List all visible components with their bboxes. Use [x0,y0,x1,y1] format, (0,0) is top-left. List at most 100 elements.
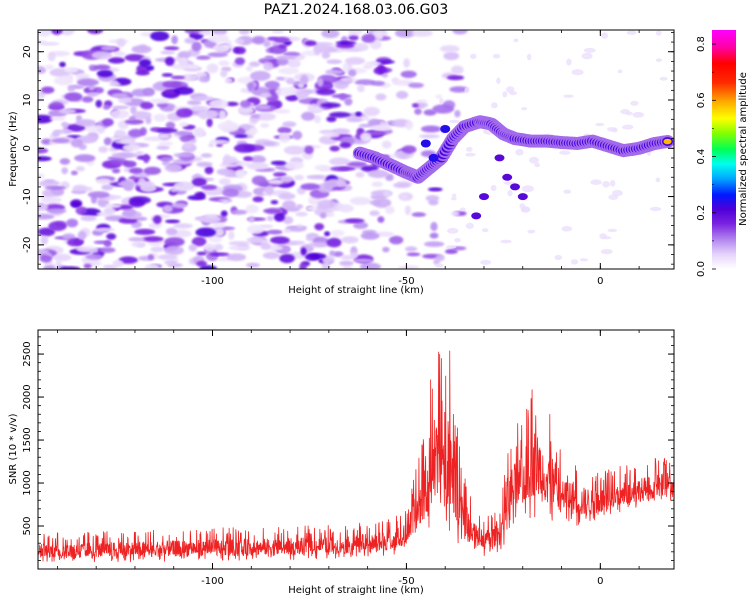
noise-blob [173,229,192,238]
noise-blob [353,258,374,263]
noise-blob [219,163,239,168]
noise-blob [260,123,270,128]
noise-blob [435,94,443,99]
noise-blob [314,223,325,231]
noise-blob [344,218,365,223]
noise-blob [300,74,309,85]
noise-blob [345,116,363,123]
noise-blob [263,141,276,146]
noise-blob [225,101,239,107]
noise-blob [339,93,347,101]
noise-blob [252,196,264,203]
noise-blob [445,249,458,254]
noise-blob [113,51,126,56]
y-tick-label: 500 [22,516,33,535]
noise-blob [405,246,418,252]
spectrogram-y-ticks: -20 -10 0 10 20 [22,32,674,265]
noise-blob [206,118,213,128]
noise-blob [449,119,461,124]
noise-blob [103,240,112,248]
noise-blob [156,145,170,151]
noise-blob [170,63,193,70]
signal-branch [494,154,505,162]
noise-blob [304,145,314,155]
noise-blob [124,54,145,62]
noise-blob [385,206,395,215]
noise-blob [324,231,331,237]
noise-blob [316,88,336,96]
noise-blob [204,166,214,175]
noise-blob [373,198,392,208]
snr-y-ticks: 500 1000 1500 2000 2500 [22,336,674,570]
noise-blob [515,149,524,156]
noise-blob [282,121,297,128]
noise-blob [87,191,110,199]
noise-blob [200,153,213,158]
noise-blob [122,208,136,218]
noise-blob [602,236,612,240]
noise-blob [173,181,194,192]
noise-blob [423,109,437,116]
noise-blob [649,206,662,212]
noise-blob [233,143,256,153]
noise-blob [609,180,616,187]
noise-blob [506,86,515,93]
noise-blob [353,221,369,229]
noise-blob [292,130,303,140]
noise-blob [377,216,385,223]
noise-blob [103,137,112,146]
noise-blob [135,151,144,157]
noise-blob [308,241,331,248]
noise-blob [563,189,572,194]
noise-blob [630,100,639,106]
noise-blob [270,236,290,244]
noise-blob [144,263,160,269]
noise-blob [162,80,182,89]
noise-blob [102,118,114,127]
noise-blob [38,156,52,162]
noise-blob [449,86,469,93]
noise-blob [271,30,284,34]
noise-blob [193,127,206,138]
noise-blob [401,145,417,154]
noise-blob [452,30,468,35]
noise-blob [344,98,353,106]
noise-blob [287,59,301,68]
noise-blob [490,184,497,192]
noise-blob [111,152,132,159]
noise-blob [260,92,272,98]
noise-blob [191,41,202,52]
noise-blob [164,163,183,173]
colorbar-tick-label: 0.6 [696,92,707,108]
noise-blob [440,45,460,53]
noise-blob [284,161,304,170]
noise-blob [160,50,175,55]
x-tick-label: -100 [201,576,224,587]
noise-blob [41,86,55,94]
noise-blob [655,30,662,36]
noise-blob [228,230,235,240]
noise-blob [393,182,411,188]
noise-blob [527,229,536,234]
noise-blob [300,247,307,256]
noise-blob [466,146,473,152]
noise-blob [77,230,87,241]
noise-blob [364,61,382,66]
signal-branch [471,212,482,220]
noise-blob [554,254,563,261]
noise-blob [275,76,285,81]
noise-blob [160,156,174,162]
noise-blob [330,166,350,172]
figure-title: PAZ1.2024.168.03.06.G03 [264,2,449,18]
noise-blob [104,203,122,209]
noise-blob [114,129,126,138]
noise-blob [38,249,50,255]
signal-branch [502,173,513,181]
noise-blob [418,134,440,139]
snr-panel: -100 -50 0 500 1000 1500 2000 2500 Height of s… [8,329,675,596]
noise-blob [138,59,152,67]
noise-blob [283,229,292,234]
noise-blob [375,93,387,101]
noise-blob [622,124,634,130]
noise-blob [147,254,154,260]
